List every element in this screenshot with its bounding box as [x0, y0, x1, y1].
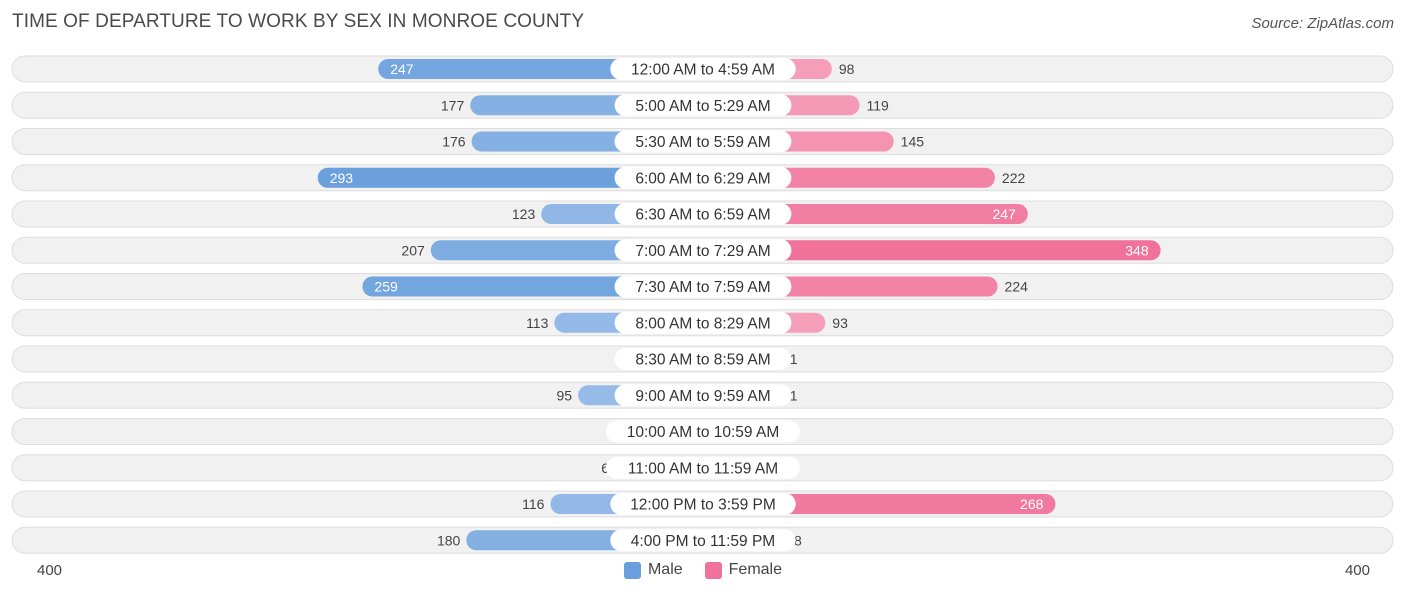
legend-swatch-male: [623, 561, 641, 579]
female-value-label: 222: [1002, 170, 1026, 186]
category-pill: [614, 130, 792, 153]
female-value-label: 145: [901, 134, 925, 150]
category-label: 4:00 PM to 11:59 PM: [631, 533, 775, 550]
category-label: 7:30 AM to 7:59 AM: [635, 279, 770, 296]
category-pill: [614, 384, 792, 407]
category-pill: [610, 58, 796, 80]
axis-left-label: 400: [37, 562, 63, 579]
category-pill: [606, 420, 800, 443]
male-value-label: 259: [374, 279, 398, 295]
category-pill: [610, 493, 796, 515]
category-label: 11:00 AM to 11:59 AM: [628, 460, 778, 477]
axis-right-label: 400: [1344, 562, 1370, 579]
male-value-label: 116: [522, 496, 545, 512]
male-value-label: 207: [401, 242, 425, 258]
category-label: 6:00 AM to 6:29 AM: [635, 170, 770, 187]
female-value-label: 348: [1125, 242, 1149, 258]
male-value-label: 247: [390, 61, 414, 77]
male-bar: [317, 167, 713, 188]
category-label: 5:30 AM to 5:59 AM: [635, 134, 770, 151]
category-label: 12:00 AM to 4:59 AM: [631, 62, 775, 79]
category-pill: [614, 203, 792, 225]
male-value-label: 293: [330, 170, 354, 186]
category-pill: [610, 529, 796, 552]
category-label: 8:00 AM to 8:29 AM: [635, 315, 770, 332]
male-value-label: 123: [512, 206, 536, 222]
category-label: 12:00 PM to 3:59 PM: [630, 497, 776, 514]
female-value-label: 247: [992, 206, 1016, 222]
legend-label-male: Male: [647, 561, 683, 578]
legend-label-female: Female: [728, 561, 783, 578]
male-value-label: 176: [442, 134, 466, 150]
female-value-label: 268: [1020, 496, 1044, 512]
male-value-label: 95: [556, 387, 572, 403]
legend-swatch-female: [704, 561, 722, 579]
chart-area: 247 98 12:00 AM to 4:59 AM 177 119 5:00 AM to…: [11, 55, 1394, 554]
chart-title: TIME OF DEPARTURE TO WORK BY SEX IN MONR…: [12, 11, 585, 32]
category-pill: [614, 348, 792, 370]
male-value-label: 113: [526, 315, 549, 331]
legend-item-female[interactable]: Female: [704, 561, 783, 579]
male-value-label: 177: [441, 97, 465, 113]
legend-item-male[interactable]: Male: [623, 561, 683, 579]
female-value-label: 224: [1005, 279, 1029, 295]
category-label: 5:00 AM to 5:29 AM: [635, 98, 770, 115]
category-label: 7:00 AM to 7:29 AM: [635, 243, 770, 260]
female-bar: [693, 240, 1161, 261]
male-value-label: 180: [437, 532, 461, 548]
category-pill: [614, 239, 792, 262]
female-value-label: 93: [832, 315, 848, 331]
category-pill: [614, 275, 792, 298]
female-value-label: 98: [839, 61, 855, 77]
source-label: Source: ZipAtlas.com: [1251, 15, 1394, 32]
category-label: 8:30 AM to 8:59 AM: [635, 352, 770, 369]
category-pill: [606, 456, 800, 479]
category-pill: [614, 166, 792, 189]
category-label: 9:00 AM to 9:59 AM: [635, 388, 770, 405]
category-pill: [614, 311, 792, 334]
category-label: 10:00 AM to 10:59 AM: [627, 424, 780, 441]
female-value-label: 119: [866, 97, 889, 113]
category-label: 6:30 AM to 6:59 AM: [635, 207, 770, 224]
category-pill: [614, 94, 792, 117]
legend: Male Female: [0, 561, 1406, 579]
